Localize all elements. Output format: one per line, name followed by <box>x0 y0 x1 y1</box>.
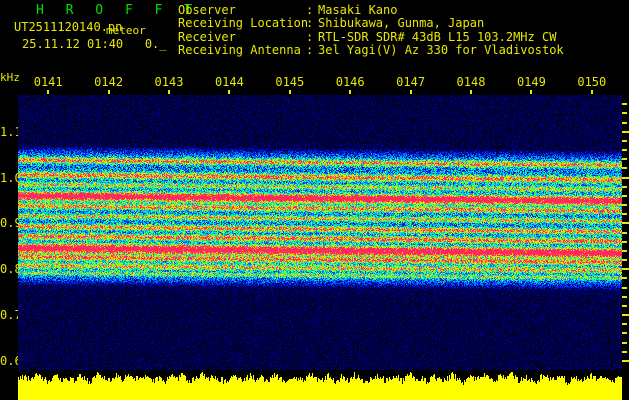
info-row: Receiving Location: Shibukawa, Gunma, Jap… <box>178 16 564 31</box>
y-axis-right-minor-tick <box>622 149 627 151</box>
y-axis-right-minor-tick <box>622 158 627 161</box>
y-axis-right-major-tick <box>622 130 629 133</box>
info-row: Observer: Masaki Kano <box>178 3 564 17</box>
x-axis-tick-label: 0143 <box>154 75 184 89</box>
info-label: Observer <box>178 3 236 17</box>
y-axis-right-major-tick <box>622 222 629 225</box>
y-axis-tick-label: 0.7 <box>0 308 22 322</box>
y-axis-right-minor-tick <box>622 295 627 298</box>
y-axis-tick-label: 1.1 <box>0 124 22 139</box>
x-axis-tick-label: 0144 <box>214 75 244 89</box>
y-axis-right-minor-tick <box>622 286 627 289</box>
page-title: H R O F F T <box>36 3 200 18</box>
info-value: 3el Yagi(V) Az 330 for Vladivostok <box>318 43 564 58</box>
event-type-label: meteor <box>106 24 146 37</box>
x-axis-tick <box>168 90 170 94</box>
y-axis-right-minor-tick <box>622 103 627 106</box>
info-value: Masaki Kano <box>318 3 398 17</box>
info-value: Shibukawa, Gunma, Japan <box>318 16 485 31</box>
y-axis-right-major-tick <box>622 314 629 316</box>
x-axis-tick-label: 0150 <box>577 75 607 89</box>
y-axis-tick-label: 0.9 <box>0 216 22 231</box>
x-axis-tick <box>288 90 291 94</box>
x-axis-tick <box>409 90 412 94</box>
x-axis-tick <box>47 90 50 94</box>
y-axis-right-minor-tick <box>622 231 627 234</box>
info-value: RTL-SDR SDR# 43dB L15 103.2MHz CW <box>318 29 557 44</box>
y-axis-right-minor-tick <box>622 121 627 124</box>
spectrogram-canvas <box>18 95 622 370</box>
x-axis-tick <box>590 90 593 94</box>
y-axis-unit-label: kHz <box>0 71 20 84</box>
y-axis-tick-label: 0.6 <box>0 353 22 368</box>
info-separator: : <box>306 29 314 44</box>
x-axis-tick <box>228 90 231 94</box>
y-axis-right-minor-tick <box>622 213 627 216</box>
x-axis-tick-label: 0141 <box>33 75 63 89</box>
y-axis-right-minor-tick <box>622 259 627 261</box>
y-axis-right-minor-tick <box>622 304 627 307</box>
x-axis-tick-label: 0146 <box>335 75 365 89</box>
y-axis-right-minor-tick <box>622 185 627 188</box>
y-axis-right-major-tick <box>622 268 629 271</box>
x-axis-tick <box>470 90 472 94</box>
info-separator: : <box>306 16 314 31</box>
x-axis-tick <box>107 90 110 94</box>
x-axis-tick-label: 0148 <box>456 75 486 89</box>
y-axis-right-minor-tick <box>622 350 627 353</box>
y-axis-right-minor-tick <box>622 112 627 115</box>
info-separator: : <box>306 3 314 17</box>
info-label: Receiving Antenna <box>178 43 301 58</box>
station-info-block: Observer: Masaki Kano Receiving Location: S… <box>178 3 564 58</box>
x-axis-tick-label: 0142 <box>94 75 124 89</box>
filename-label: UT2511120140.pn <box>14 20 123 34</box>
y-axis-right-major-tick <box>622 176 629 179</box>
x-axis-tick <box>349 90 352 94</box>
x-axis-tick-label: 0145 <box>275 75 305 89</box>
x-axis-tick-label: 0149 <box>516 75 546 89</box>
y-axis-right-minor-tick <box>622 332 627 335</box>
info-label: Receiving Location <box>178 16 309 31</box>
y-axis-right-minor-tick <box>622 341 627 344</box>
y-axis-right-major-tick <box>622 359 629 362</box>
info-row: Receiving Antenna:3el Yagi(V) Az 330 for… <box>178 43 564 58</box>
y-axis-right-minor-tick <box>622 139 627 142</box>
y-axis-right-minor-tick <box>622 249 627 252</box>
y-axis-right-minor-tick <box>622 277 627 280</box>
y-axis-right-minor-tick <box>622 240 627 243</box>
y-axis-right-minor-tick <box>622 194 627 197</box>
x-axis-tick <box>530 90 533 94</box>
y-axis-tick-label: 1.0 <box>0 170 22 185</box>
info-row: Receiver: RTL-SDR SDR# 43dB L15 103.2MHz … <box>178 29 564 44</box>
info-separator: : <box>306 43 314 58</box>
amplitude-strip-canvas <box>18 371 622 400</box>
datetime-label: 25.11.12 01:40 0._ <box>22 37 167 51</box>
y-axis-right-minor-tick <box>622 167 627 170</box>
y-axis-tick-label: 0.8 <box>0 262 22 277</box>
info-label: Receiver <box>178 29 236 44</box>
x-axis-tick-label: 0147 <box>396 75 426 89</box>
y-axis-right-minor-tick <box>622 323 627 326</box>
y-axis-right-minor-tick <box>622 204 627 206</box>
